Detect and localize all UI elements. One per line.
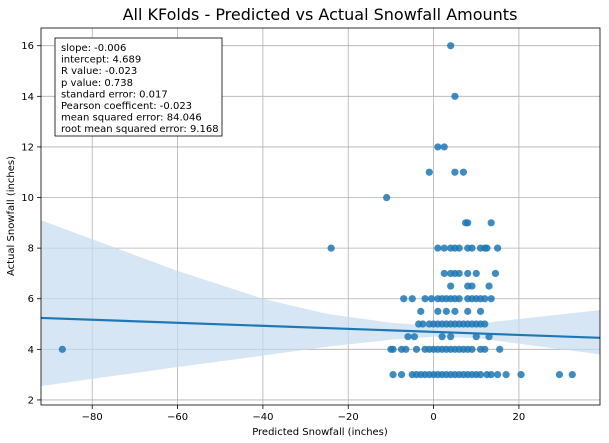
stats-line: R value: -0.023 [61,66,137,77]
data-point [485,282,493,290]
data-point [412,345,421,353]
data-point [451,168,459,176]
data-point [476,371,485,379]
data-point [410,333,418,341]
x-tick-label: 20 [513,412,526,423]
data-point [483,244,491,252]
x-tick-label: 0 [430,412,436,423]
data-point [383,193,391,202]
data-point [487,219,495,227]
regression-line [40,316,601,339]
data-point [493,244,502,252]
plot-frame [40,27,601,406]
chart-title: All KFolds - Predicted vs Actual Snowfal… [123,5,518,24]
y-tick-label: 8 [28,244,34,255]
stats-line: root mean squared error: 9.168 [61,124,219,135]
data-point [455,295,463,303]
stats-line: mean squared error: 84.046 [61,113,202,124]
data-point [421,295,429,303]
stats-line: p value: 0.738 [61,78,133,89]
grid-lines [41,28,600,405]
data-point [434,307,442,315]
data-point [464,269,472,278]
data-point [58,345,66,353]
data-point [451,307,459,315]
data-point [434,143,442,151]
data-point [464,307,472,315]
data-point [447,42,455,50]
data-point [425,168,433,176]
x-tick-label: −60 [167,412,188,423]
data-points [58,42,576,379]
data-point [327,244,335,252]
y-axis-label: Actual Snowfall (inches) [6,156,17,276]
y-tick-label: 2 [28,395,34,406]
data-point [568,371,576,379]
data-point [493,371,502,379]
data-point [517,371,525,379]
data-point [468,244,476,252]
data-point [468,282,476,290]
data-point [440,143,448,151]
confidence-band [41,220,600,387]
data-point [434,244,442,252]
data-point [487,295,495,303]
data-point [404,333,412,341]
data-point [502,371,510,379]
data-point [389,371,397,379]
data-point [487,371,495,379]
stats-line: Pearson coefficent: -0.023 [61,101,192,112]
data-point [496,345,504,353]
data-point [468,345,476,353]
data-point [455,244,463,252]
data-point [389,345,397,353]
data-point [427,295,436,303]
data-point [451,92,459,100]
data-point [481,320,489,328]
axis-ticks: −80 −60 −40 −20 0 20 2 4 6 8 10 12 14 16 [21,41,525,423]
x-axis-label: Predicted Snowfall (inches) [252,427,388,438]
y-tick-label: 6 [28,294,34,305]
data-point [476,307,485,315]
x-tick-label: −40 [252,412,273,423]
x-tick-label: −20 [338,412,359,423]
y-tick-label: 10 [21,193,34,204]
data-point [417,307,425,315]
y-tick-label: 14 [21,92,34,103]
data-point [400,295,408,303]
data-point [447,282,455,290]
stats-line: intercept: 4.689 [61,55,141,66]
data-point [464,219,472,227]
data-point [481,345,489,353]
data-point [440,244,448,252]
data-point [491,269,500,278]
stats-box-border [54,37,223,137]
data-point [442,307,450,315]
x-tick-label: −80 [82,412,103,423]
y-tick-label: 12 [21,142,34,153]
stats-line: standard error: 0.017 [61,89,168,100]
data-point [397,371,406,379]
y-tick-label: 16 [21,41,34,52]
data-point [402,345,410,353]
data-point [419,320,427,328]
data-point [408,295,416,303]
data-point [440,269,448,278]
y-tick-label: 4 [28,345,34,356]
data-point [438,333,446,341]
stats-line: slope: -0.006 [61,43,126,54]
data-point [447,333,455,341]
data-point [472,333,480,341]
data-point [459,168,468,176]
data-point [555,371,564,379]
data-point [472,269,480,278]
data-point [455,269,463,278]
data-point [481,295,489,303]
